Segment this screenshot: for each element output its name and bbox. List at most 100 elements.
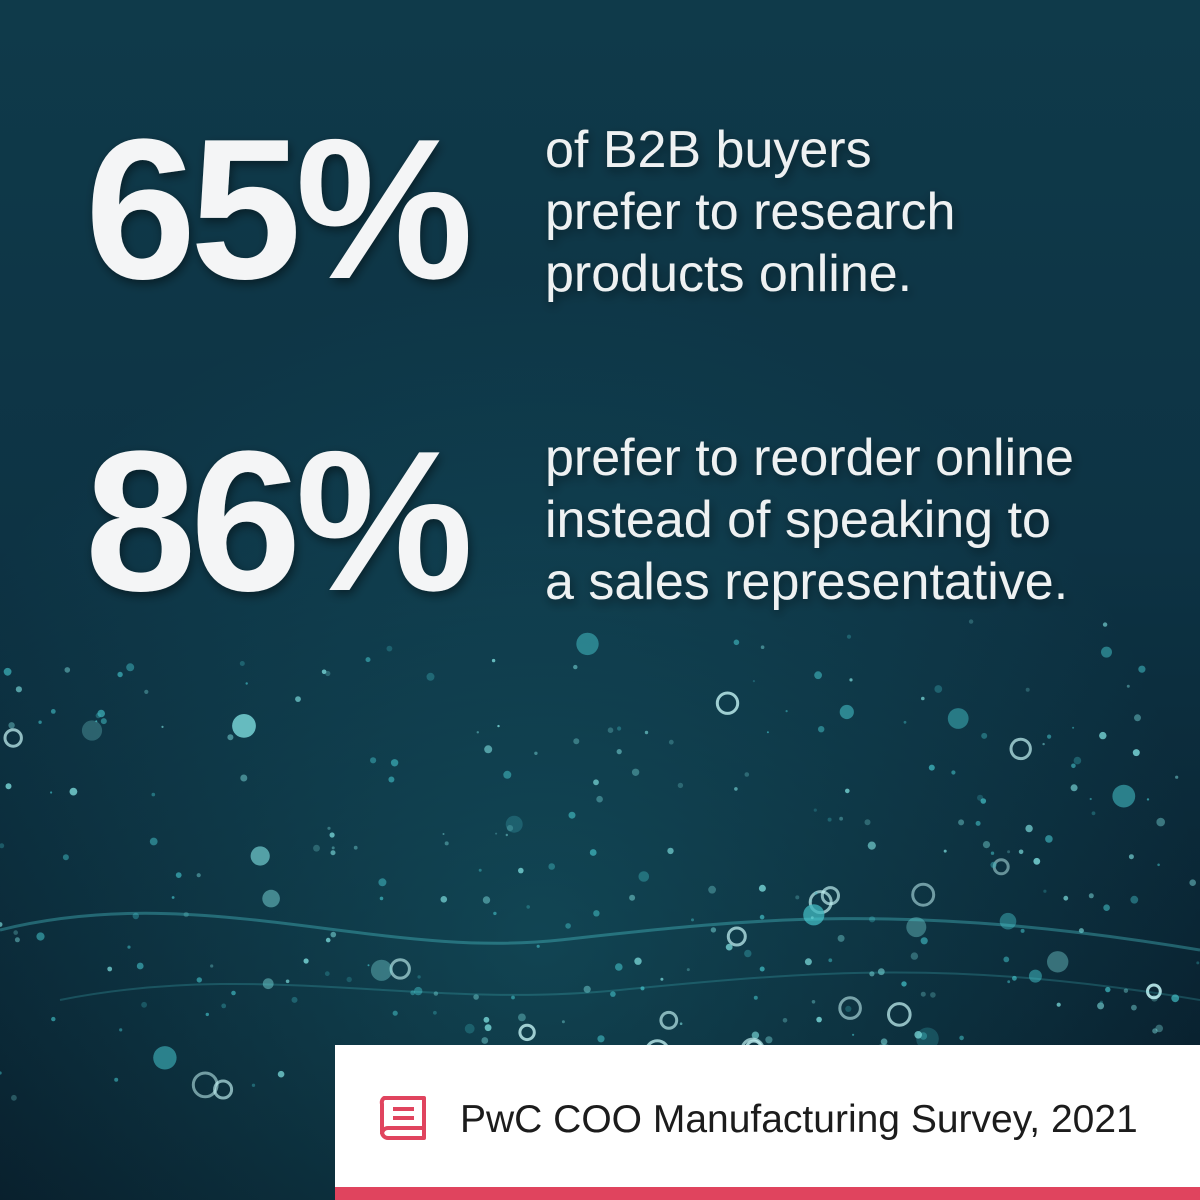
particle bbox=[758, 884, 766, 892]
light-streak bbox=[59, 971, 1200, 1001]
particle bbox=[0, 843, 5, 849]
particle bbox=[760, 645, 765, 649]
particle bbox=[809, 899, 813, 903]
particle bbox=[95, 720, 98, 723]
particle bbox=[1063, 895, 1069, 901]
particle bbox=[392, 1010, 398, 1016]
particle bbox=[426, 672, 435, 681]
stat-text: prefer to research bbox=[545, 183, 955, 241]
particle bbox=[205, 1012, 209, 1017]
particle bbox=[11, 1094, 17, 1101]
particle bbox=[903, 720, 907, 724]
particle bbox=[1018, 849, 1024, 855]
particle bbox=[482, 896, 491, 904]
particle bbox=[1070, 784, 1078, 792]
particle bbox=[1189, 879, 1196, 886]
particle bbox=[753, 995, 758, 1000]
particle bbox=[1157, 863, 1160, 867]
particle bbox=[3, 728, 23, 748]
particle bbox=[69, 787, 78, 796]
particles bbox=[0, 619, 1200, 1110]
particle bbox=[1025, 687, 1030, 692]
particle bbox=[378, 878, 387, 887]
particle bbox=[240, 774, 248, 782]
particle bbox=[518, 1023, 536, 1042]
particle bbox=[14, 937, 20, 943]
book-icon bbox=[379, 1096, 426, 1140]
particle bbox=[1134, 714, 1141, 722]
particle bbox=[818, 726, 825, 733]
particle bbox=[920, 937, 928, 945]
particle bbox=[64, 667, 71, 673]
stat-text: prefer to reorder online bbox=[545, 429, 1074, 487]
particle bbox=[921, 696, 925, 701]
particle bbox=[660, 977, 664, 981]
particle bbox=[390, 759, 399, 767]
particle bbox=[81, 720, 103, 741]
particle bbox=[97, 709, 105, 718]
particle bbox=[975, 820, 981, 826]
particle bbox=[982, 841, 991, 849]
particle bbox=[679, 1022, 683, 1025]
particle bbox=[869, 916, 876, 923]
particle bbox=[631, 768, 640, 776]
particle bbox=[667, 847, 674, 855]
particle bbox=[353, 845, 358, 850]
particle bbox=[733, 639, 740, 646]
particle bbox=[483, 1016, 490, 1023]
particle bbox=[386, 645, 393, 652]
particle bbox=[100, 718, 107, 725]
particle bbox=[0, 1071, 2, 1075]
particle bbox=[934, 685, 943, 693]
particle bbox=[573, 738, 580, 745]
particle bbox=[765, 1036, 773, 1044]
particle bbox=[388, 776, 395, 783]
particle bbox=[1112, 784, 1136, 808]
particle bbox=[901, 981, 907, 987]
particle bbox=[1042, 742, 1045, 746]
particle bbox=[379, 896, 384, 901]
particle bbox=[814, 891, 818, 895]
particle bbox=[920, 991, 926, 997]
particle bbox=[491, 658, 496, 663]
stat-text: products online. bbox=[545, 245, 912, 303]
particle bbox=[277, 1070, 285, 1078]
particle bbox=[464, 1023, 475, 1034]
particle bbox=[752, 680, 756, 683]
light-streak bbox=[0, 911, 1200, 952]
particle bbox=[414, 986, 423, 996]
particle bbox=[410, 990, 416, 996]
particle bbox=[906, 917, 927, 938]
particle bbox=[910, 952, 919, 960]
particle bbox=[766, 731, 769, 734]
particle bbox=[725, 943, 733, 951]
particle bbox=[959, 1035, 964, 1041]
particle bbox=[744, 772, 750, 777]
particle bbox=[303, 958, 309, 964]
particle bbox=[534, 751, 538, 755]
particle bbox=[715, 691, 740, 715]
particle bbox=[744, 949, 752, 958]
particle bbox=[473, 994, 479, 1000]
particle bbox=[239, 661, 245, 666]
particle bbox=[928, 764, 935, 771]
particle bbox=[916, 1027, 939, 1051]
particle bbox=[804, 958, 812, 966]
particle bbox=[849, 678, 853, 682]
particle bbox=[1028, 969, 1042, 983]
particle bbox=[329, 832, 335, 838]
particle bbox=[3, 667, 12, 676]
particle bbox=[153, 1046, 177, 1070]
particle bbox=[951, 770, 956, 775]
particle bbox=[1009, 737, 1032, 761]
particle bbox=[132, 912, 139, 920]
particle bbox=[726, 926, 747, 947]
particle bbox=[51, 1016, 56, 1022]
particle bbox=[503, 770, 512, 779]
particle bbox=[367, 964, 370, 967]
particle bbox=[325, 937, 331, 943]
particle bbox=[36, 932, 45, 941]
